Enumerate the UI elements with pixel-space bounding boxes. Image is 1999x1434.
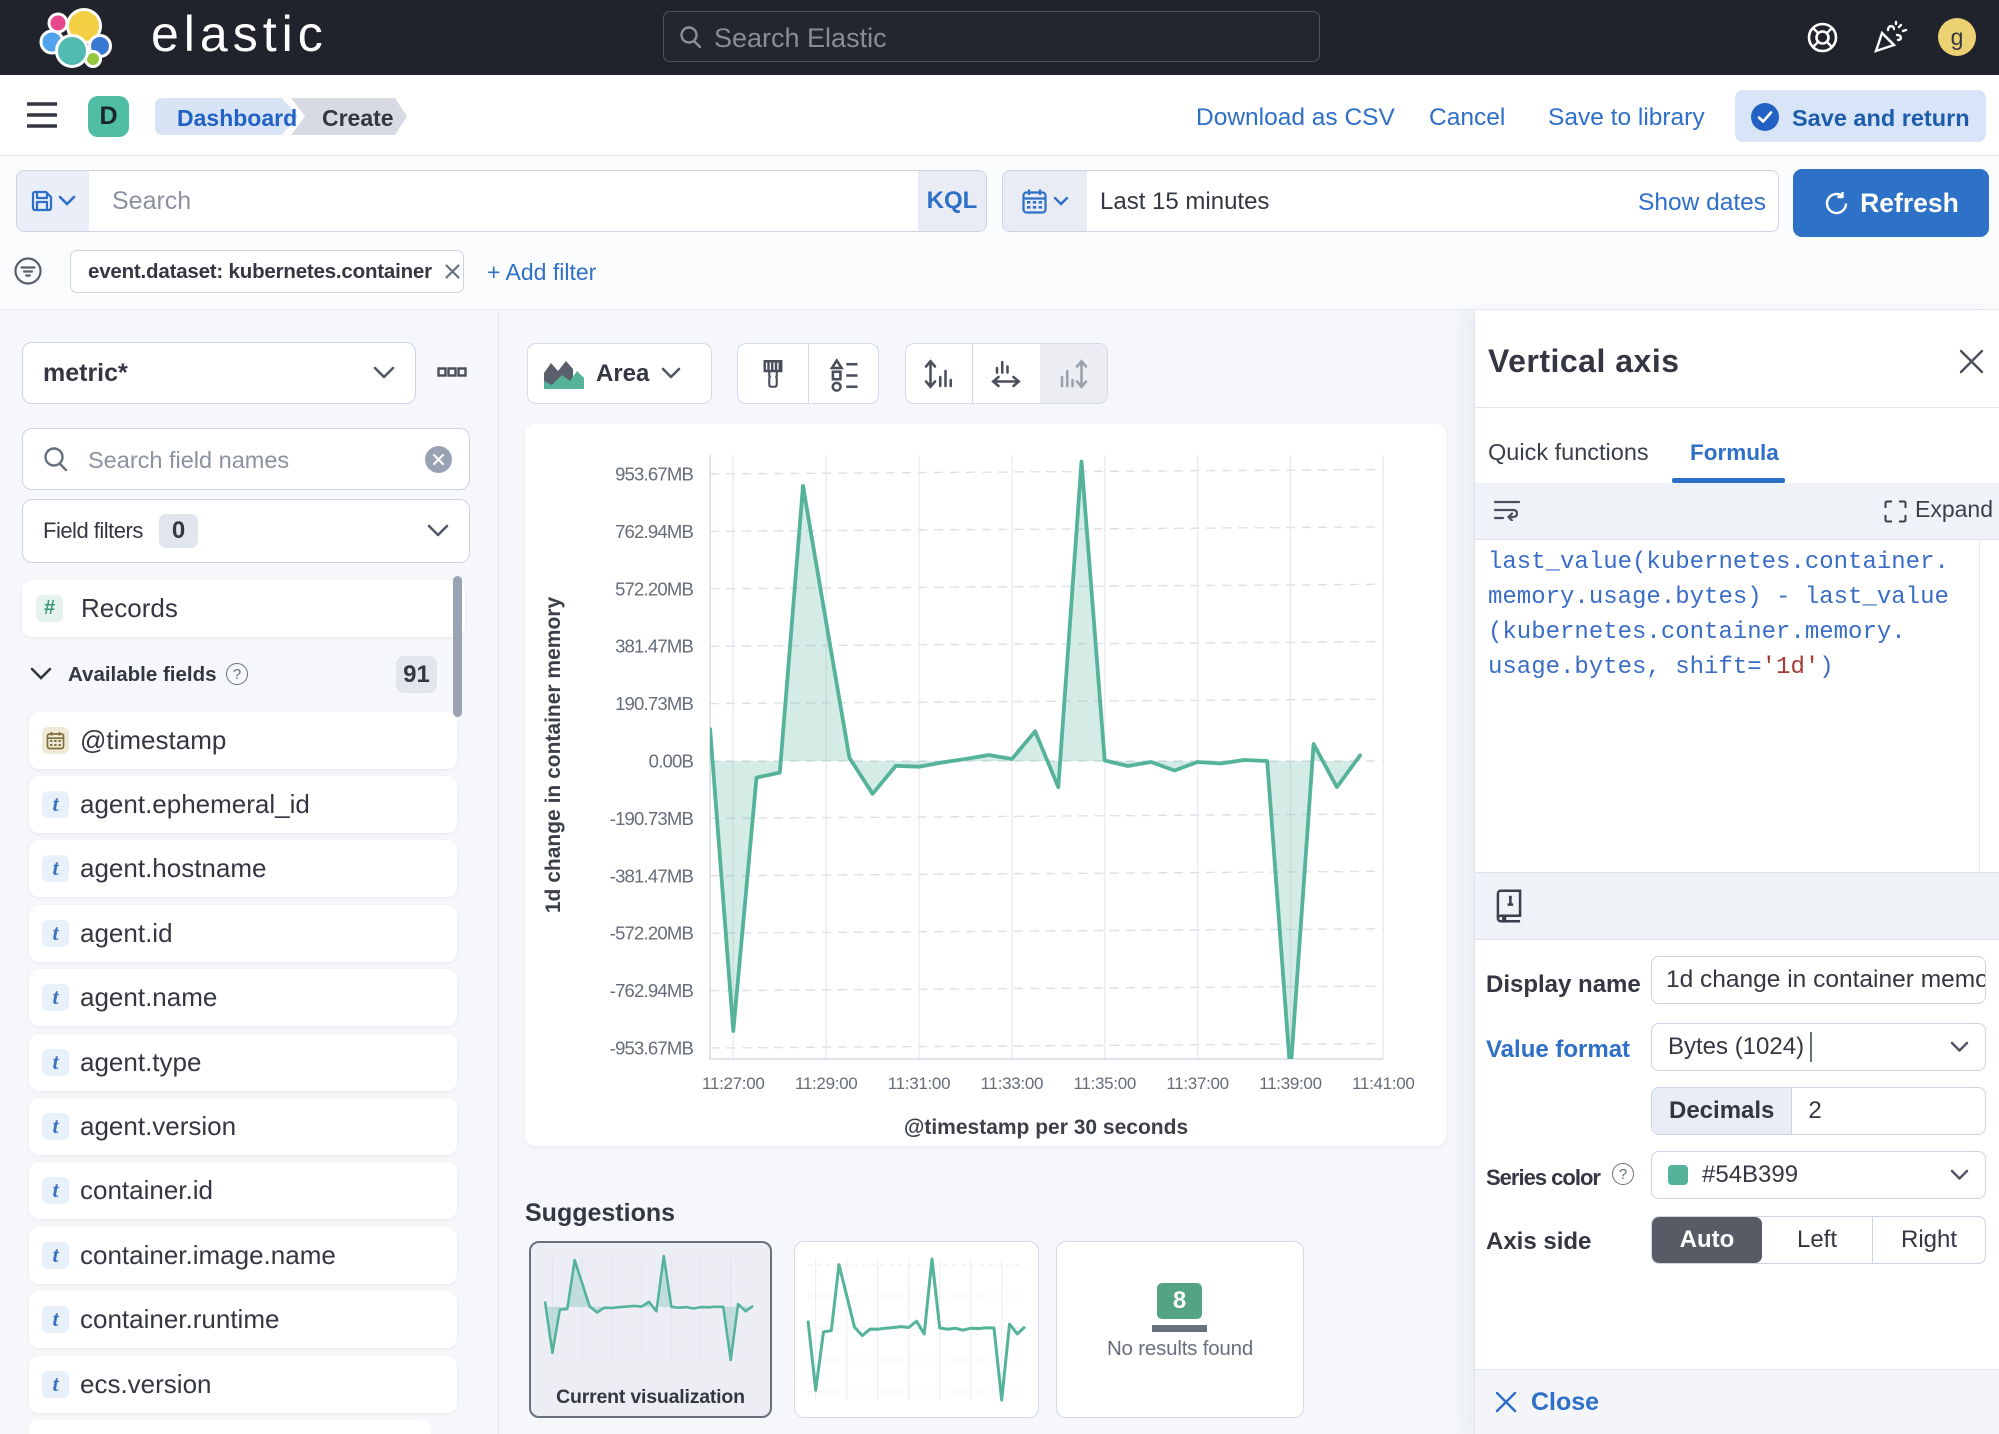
svg-text:11:41:00: 11:41:00 bbox=[1352, 1074, 1415, 1093]
svg-text:953.67MB: 953.67MB bbox=[615, 464, 693, 485]
svg-text:572.20MB: 572.20MB bbox=[615, 578, 693, 599]
svg-text:0.00B: 0.00B bbox=[649, 751, 694, 772]
svg-text:381.47MB: 381.47MB bbox=[615, 636, 693, 657]
svg-text:11:35:00: 11:35:00 bbox=[1074, 1074, 1137, 1093]
svg-text:-381.47MB: -381.47MB bbox=[610, 865, 694, 886]
svg-text:11:29:00: 11:29:00 bbox=[795, 1074, 858, 1093]
svg-text:1d change in container memory: 1d change in container memory bbox=[542, 597, 565, 914]
svg-text:-762.94MB: -762.94MB bbox=[610, 980, 694, 1001]
svg-text:-190.73MB: -190.73MB bbox=[610, 808, 694, 829]
svg-text:-953.67MB: -953.67MB bbox=[610, 1038, 694, 1059]
svg-text:11:27:00: 11:27:00 bbox=[702, 1074, 765, 1093]
svg-text:11:31:00: 11:31:00 bbox=[888, 1074, 951, 1093]
svg-text:11:39:00: 11:39:00 bbox=[1259, 1074, 1322, 1093]
svg-text:762.94MB: 762.94MB bbox=[615, 521, 693, 542]
svg-text:190.73MB: 190.73MB bbox=[615, 693, 693, 714]
svg-text:@timestamp per 30 seconds: @timestamp per 30 seconds bbox=[904, 1116, 1188, 1139]
svg-text:11:37:00: 11:37:00 bbox=[1166, 1074, 1229, 1093]
svg-text:-572.20MB: -572.20MB bbox=[610, 923, 694, 944]
svg-text:11:33:00: 11:33:00 bbox=[981, 1074, 1044, 1093]
